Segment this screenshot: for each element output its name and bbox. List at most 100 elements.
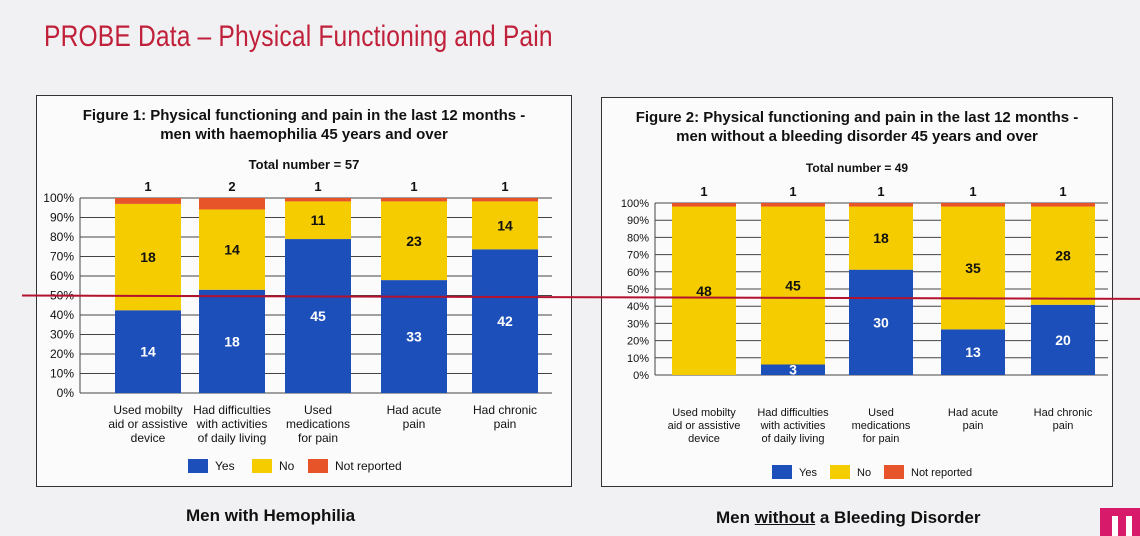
fig2-data-label: 3 <box>789 362 797 378</box>
reference-line <box>21 294 1140 300</box>
fig2-bar-no <box>941 206 1005 330</box>
fig2-bar-not-reported <box>941 203 1005 207</box>
fig2-legend-swatch-no <box>830 465 850 479</box>
fig2-category-label: aid or assistive <box>668 420 741 432</box>
fig1-category-label: pain <box>403 417 426 431</box>
fig2-legend-label: No <box>857 467 871 479</box>
fig2-bar-no <box>761 206 825 365</box>
fig2-data-label: 1 <box>700 184 707 199</box>
fig1-y-tick-label: 30% <box>50 328 74 342</box>
fig1-category-label: Had chronic <box>473 403 537 417</box>
fig2-y-tick-label: 80% <box>627 232 649 244</box>
fig1-legend-label: Not reported <box>335 459 402 473</box>
fig1-data-label: 1 <box>314 179 321 194</box>
fig1-data-label: 1 <box>410 179 417 194</box>
fig2-data-label: 35 <box>965 260 981 276</box>
fig2-category-label: Had acute <box>948 407 998 419</box>
fig1-y-tick-label: 90% <box>50 211 74 225</box>
fig1-data-label: 1 <box>501 179 508 194</box>
fig1-category-label: Had acute <box>387 403 442 417</box>
fig2-data-label: 1 <box>969 184 976 199</box>
fig2-y-tick-label: 60% <box>627 267 649 279</box>
fig1-category-label: medications <box>286 417 350 431</box>
fig2-legend-label: Not reported <box>911 467 972 479</box>
fig1-y-tick-label: 10% <box>50 367 74 381</box>
fig1-y-tick-label: 100% <box>43 191 74 205</box>
fig1-data-label: 18 <box>140 249 156 265</box>
fig2-bar-not-reported <box>761 203 825 207</box>
fig1-bar-no <box>199 209 265 290</box>
fig1-data-label: 14 <box>140 344 156 360</box>
fig1-category-label: Had difficulties <box>193 403 271 417</box>
fig2-bar-not-reported <box>1031 203 1095 207</box>
fig1-bar-yes <box>199 289 265 393</box>
fig1-category-label: device <box>131 431 166 445</box>
fig2-data-label: 1 <box>877 184 884 199</box>
fig1-bar-no <box>472 201 538 250</box>
fig1-bar-not-reported <box>285 198 351 202</box>
fig2-bar-not-reported <box>849 203 913 207</box>
fig2-category-label: pain <box>1053 420 1074 432</box>
fig1-category-label: of daily living <box>198 431 267 445</box>
fig2-bar-no <box>849 206 913 270</box>
fig2-data-label: 48 <box>696 283 712 299</box>
fig2-category-label: Used <box>868 407 894 419</box>
fig2-bar-no <box>1031 206 1095 305</box>
fig2-bar-no <box>672 206 736 375</box>
fig1-legend-label: Yes <box>215 459 235 473</box>
fig1-data-label: 23 <box>406 233 422 249</box>
fig2-bar-yes <box>1031 304 1095 375</box>
fig2-legend-swatch-not-reported <box>884 465 904 479</box>
fig2-category-label: for pain <box>863 433 900 445</box>
figure-2-caption-pre: Men <box>716 508 755 527</box>
fig1-bar-not-reported <box>115 198 181 204</box>
fig1-data-label: 42 <box>497 313 513 329</box>
fig2-category-label: of daily living <box>762 433 825 445</box>
fig2-data-label: 28 <box>1055 248 1071 264</box>
fig2-category-label: pain <box>963 420 984 432</box>
fig2-bar-yes <box>761 364 825 375</box>
fig1-category-label: pain <box>494 417 517 431</box>
fig2-category-label: medications <box>852 420 911 432</box>
fig1-bar-no <box>381 201 447 281</box>
figure-2-title-line2: men without a bleeding disorder 45 years… <box>676 128 1038 145</box>
fig1-bar-yes <box>381 280 447 393</box>
figure-2-caption-post: a Bleeding Disorder <box>815 508 981 527</box>
fig1-legend-swatch-no <box>252 459 272 473</box>
fig2-category-label: Had difficulties <box>757 407 829 419</box>
fig1-category-label: Used <box>304 403 332 417</box>
figure-2-title-line1: Figure 2: Physical functioning and pain … <box>635 109 1079 126</box>
fig2-data-label: 30 <box>873 314 889 330</box>
fig2-y-tick-label: 10% <box>627 353 649 365</box>
fig1-category-label: with activities <box>196 417 268 431</box>
fig1-data-label: 45 <box>310 308 326 324</box>
fig2-y-tick-label: 50% <box>627 284 649 296</box>
fig2-category-label: Used mobilty <box>672 407 736 419</box>
fig2-data-label: 1 <box>789 184 796 199</box>
fig1-bar-not-reported <box>199 198 265 210</box>
fig2-category-label: with activities <box>760 420 826 432</box>
figure-1-title-line2: men with haemophilia 45 years and over <box>160 126 448 143</box>
fig2-category-label: device <box>688 433 720 445</box>
figure-2-caption-underlined: without <box>754 508 816 527</box>
figure-2-total: Total number = 49 <box>805 161 909 175</box>
fig1-category-label: aid or assistive <box>108 417 188 431</box>
fig2-bar-yes <box>941 329 1005 375</box>
fig2-bar-yes <box>849 269 913 375</box>
fig1-y-tick-label: 40% <box>50 308 74 322</box>
fig2-data-label: 13 <box>965 344 981 360</box>
fig2-y-tick-label: 90% <box>627 215 649 227</box>
fig2-y-tick-label: 30% <box>627 318 649 330</box>
fig1-bar-no <box>115 203 181 311</box>
fig1-bar-yes <box>285 239 351 393</box>
brand-logo <box>1100 508 1140 536</box>
fig2-data-label: 45 <box>785 277 801 293</box>
fig1-bar-no <box>285 201 351 240</box>
fig1-y-tick-label: 80% <box>50 230 74 244</box>
fig1-data-label: 18 <box>224 333 240 349</box>
figure-1-total: Total number = 57 <box>248 157 360 172</box>
fig2-y-tick-label: 0% <box>633 370 649 382</box>
fig2-data-label: 18 <box>873 230 889 246</box>
fig2-legend-swatch-yes <box>772 465 792 479</box>
fig2-y-tick-label: 20% <box>627 336 649 348</box>
